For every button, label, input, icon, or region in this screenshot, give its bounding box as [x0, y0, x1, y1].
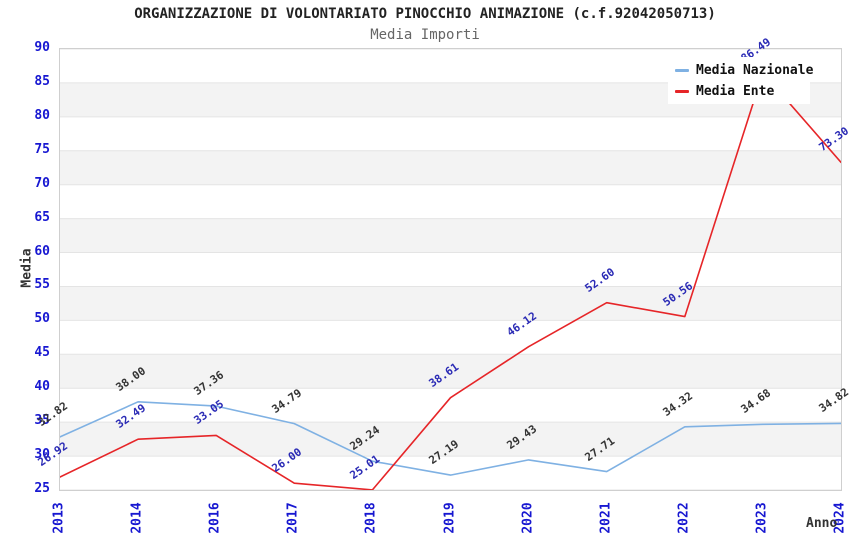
x-tick-label: 2022	[676, 502, 692, 534]
y-tick-label: 90	[34, 40, 50, 55]
y-tick-label: 75	[34, 141, 50, 157]
plot-canvas	[60, 49, 841, 490]
y-tick-label: 85	[34, 73, 50, 89]
plot-area	[59, 48, 842, 491]
grid-band	[60, 422, 841, 457]
grid-band	[60, 218, 841, 253]
x-tick-label: 2021	[598, 502, 614, 534]
y-tick-label: 25	[34, 481, 50, 496]
x-tick-label: 2020	[520, 502, 536, 534]
grid-band	[60, 150, 841, 185]
y-tick-label: 35	[34, 413, 50, 429]
legend-item: Media Ente	[675, 83, 810, 100]
y-tick-label: 65	[34, 209, 50, 225]
x-tick-label: 2023	[754, 502, 770, 534]
y-tick-label: 45	[34, 345, 50, 361]
y-tick-label: 30	[34, 447, 50, 463]
legend-swatch-icon	[675, 89, 689, 93]
y-tick-label: 40	[34, 379, 50, 395]
legend-label: Media Nazionale	[696, 62, 814, 78]
legend-label: Media Ente	[696, 83, 775, 99]
y-tick-label: 55	[34, 277, 50, 293]
x-tick-label: 2013	[51, 502, 67, 534]
chart-title: ORGANIZZAZIONE DI VOLONTARIATO PINOCCHIO…	[134, 6, 716, 22]
legend-item: Media Nazionale	[675, 62, 814, 79]
legend: Media Nazionale Media Ente	[668, 57, 814, 104]
y-tick-label: 80	[34, 107, 50, 123]
y-tick-label: 70	[34, 175, 50, 191]
series-line-ente	[60, 71, 841, 490]
x-tick-label: 2014	[129, 502, 145, 534]
grid-band	[60, 354, 841, 389]
legend-swatch-icon	[675, 68, 689, 72]
x-tick-label: 2019	[442, 502, 457, 534]
chart-subtitle: Media Importi	[370, 27, 480, 43]
x-tick-label: 2016	[207, 502, 223, 534]
y-tick-label: 50	[34, 311, 50, 327]
x-tick-label: 2017	[285, 502, 301, 534]
x-tick-label: 2018	[363, 502, 379, 534]
x-axis-title: Anno	[806, 516, 838, 531]
y-tick-label: 60	[34, 243, 50, 259]
grid-band	[60, 286, 841, 321]
series-line-nazionale	[60, 400, 841, 476]
